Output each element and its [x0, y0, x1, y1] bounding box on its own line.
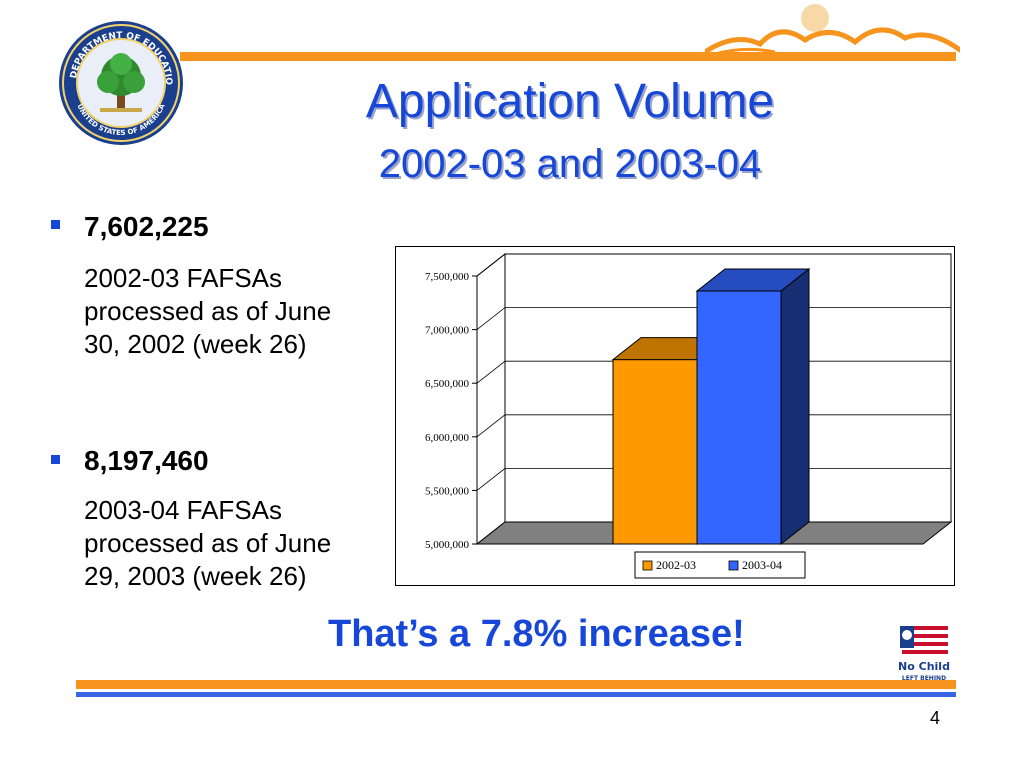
y-tick-label: 5,000,000	[425, 539, 470, 551]
legend-swatch-2002-03	[642, 560, 653, 571]
chart-side-wall	[476, 252, 506, 546]
y-tick-label: 7,000,000	[425, 325, 470, 337]
mountain-sun-icon	[705, 4, 960, 56]
bar-2003-04	[696, 290, 782, 545]
y-tick-label: 6,000,000	[425, 432, 470, 444]
bullet-text-2002: 2002-03 FAFSAs processed as of June 30, …	[84, 263, 332, 359]
svg-text:No Child: No Child	[898, 660, 950, 673]
bullet-value-2003: 8,197,460	[84, 445, 209, 476]
bar-2002-03	[612, 359, 698, 545]
svg-text:LEFT BEHIND: LEFT BEHIND	[902, 675, 946, 682]
bottom-orange-rule	[76, 680, 956, 689]
bullet-text-2003: 2003-04 FAFSAs processed as of June 29, …	[84, 495, 332, 591]
increase-callout: That’s a 7.8% increase!	[328, 613, 745, 655]
no-child-left-behind-logo-icon: No Child LEFT BEHIND	[888, 618, 960, 690]
slide-subtitle: 2002-03 and 2003-04	[378, 142, 762, 186]
bullet-square-icon	[51, 220, 60, 229]
bottom-blue-rule	[76, 692, 956, 697]
chart-legend	[634, 551, 806, 579]
legend-label-2003-04: 2003-04	[742, 558, 782, 572]
y-tick-label: 6,500,000	[425, 378, 470, 390]
bar-side-2003-04	[780, 267, 810, 546]
slide-title: Application Volume	[365, 75, 775, 128]
legend-label-2002-03: 2002-03	[656, 558, 696, 572]
page-number: 4	[929, 708, 940, 728]
legend-swatch-2003-04	[728, 560, 739, 571]
y-tick-label: 5,500,000	[425, 485, 470, 497]
bullet-value-2002: 7,602,225	[84, 211, 209, 242]
department-of-education-seal-icon: DEPARTMENT OF EDUCATION UNITED STATES OF…	[56, 18, 183, 145]
y-tick-label: 7,500,000	[425, 271, 470, 283]
gridline	[476, 253, 951, 277]
bullet-square-icon	[51, 455, 60, 464]
top-orange-rule	[180, 52, 956, 61]
application-volume-chart: 7,500,000 7,000,000 6,500,000 6,000,000 5,50…	[395, 246, 955, 586]
